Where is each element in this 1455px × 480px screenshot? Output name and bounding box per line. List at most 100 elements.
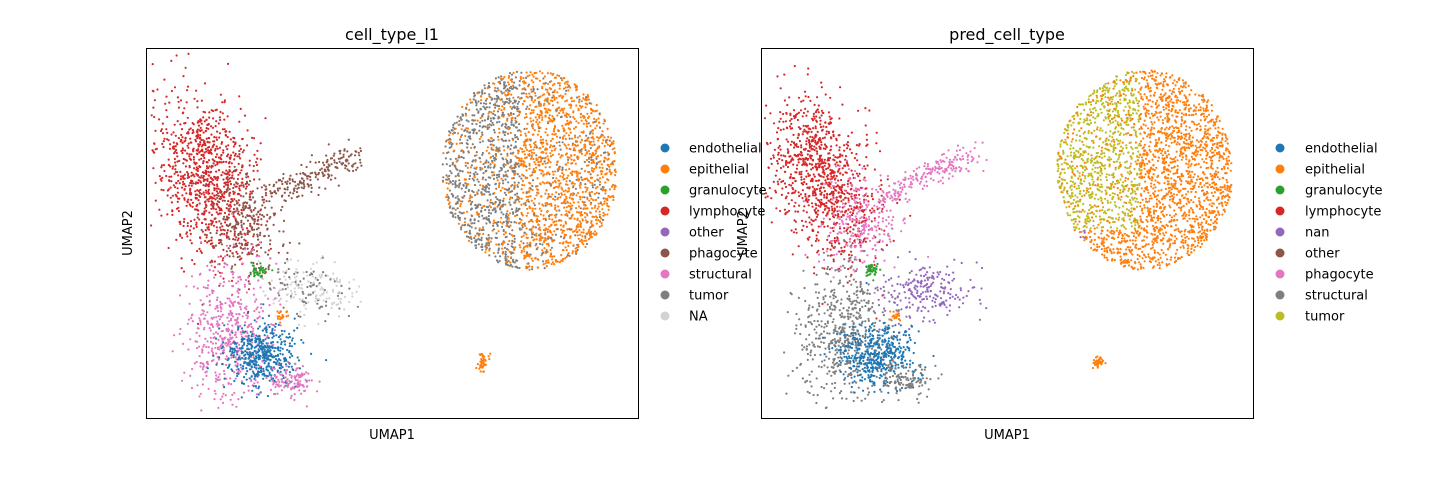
scatter-point [537, 223, 540, 227]
scatter-point [289, 258, 292, 261]
scatter-point [305, 302, 308, 305]
scatter-point [569, 208, 572, 211]
scatter-point [595, 222, 598, 225]
scatter-point [251, 252, 254, 256]
scatter-point [466, 224, 470, 227]
scatter-point [564, 199, 567, 202]
scatter-point [286, 188, 289, 191]
scatter-point [233, 203, 236, 206]
scatter-point [603, 160, 606, 163]
scatter-point [590, 197, 593, 200]
scatter-point [541, 260, 545, 263]
scatter-point [252, 208, 255, 212]
scatter-point [471, 101, 474, 104]
scatter-point [218, 146, 222, 149]
scatter-point [553, 126, 557, 129]
scatter-point [508, 198, 511, 201]
scatter-point [222, 352, 225, 355]
scatter-point [269, 358, 272, 361]
scatter-point [569, 120, 572, 123]
scatter-point [245, 176, 248, 179]
scatter-point [230, 176, 233, 179]
scatter-point [221, 225, 224, 228]
scatter-point [547, 214, 551, 218]
scatter-point [285, 300, 288, 303]
scatter-point [250, 322, 253, 325]
scatter-point [228, 320, 231, 323]
scatter-point [590, 190, 594, 193]
scatter-point [198, 176, 201, 179]
scatter-point [208, 192, 211, 195]
scatter-point [570, 100, 574, 103]
scatter-point [567, 113, 570, 116]
scatter-point [286, 258, 289, 261]
scatter-point [228, 297, 231, 300]
scatter-point [567, 123, 570, 126]
scatter-point [239, 278, 243, 281]
scatter-point [463, 221, 466, 224]
scatter-point [493, 228, 496, 231]
scatter-point [199, 126, 202, 129]
scatter-point [255, 367, 258, 370]
scatter-point [319, 288, 322, 291]
scatter-point [472, 98, 475, 101]
scatter-point [533, 146, 536, 149]
scatter-point [501, 252, 504, 255]
scatter-point [196, 208, 199, 211]
scatter-point [223, 372, 226, 376]
scatter-point [511, 211, 515, 214]
scatter-point [535, 166, 538, 169]
scatter-point [444, 157, 447, 160]
scatter-point [501, 179, 504, 182]
scatter-point [596, 147, 599, 150]
scatter-point [225, 160, 228, 163]
scatter-point [510, 144, 513, 147]
scatter-point [166, 189, 169, 192]
scatter-point [570, 172, 573, 175]
scatter-point [342, 155, 345, 158]
scatter-point [482, 232, 485, 236]
scatter-point [309, 172, 312, 175]
scatter-point [493, 131, 496, 134]
scatter-point [526, 96, 530, 99]
scatter-point [551, 133, 554, 136]
scatter-point [186, 116, 189, 119]
scatter-point [528, 167, 531, 170]
scatter-point [513, 181, 516, 184]
scatter-point [303, 324, 306, 328]
scatter-point [574, 187, 578, 190]
scatter-point [579, 116, 582, 119]
scatter-point [237, 287, 240, 290]
scatter-point [205, 137, 208, 140]
scatter-point [196, 106, 199, 109]
scatter-point [492, 224, 495, 227]
scatter-point [494, 114, 497, 117]
scatter-point [597, 146, 601, 149]
scatter-point [476, 178, 479, 181]
scatter-point [454, 196, 457, 199]
scatter-point [340, 284, 343, 287]
scatter-point [507, 214, 510, 217]
scatter-point [216, 332, 220, 335]
scatter-point [494, 207, 497, 210]
scatter-point [194, 196, 197, 199]
scatter-point [238, 193, 241, 196]
scatter-point [355, 290, 358, 293]
scatter-point [452, 179, 455, 183]
scatter-point [226, 316, 229, 319]
scatter-point [229, 377, 232, 380]
scatter-point [192, 227, 195, 230]
scatter-point [222, 369, 226, 373]
scatter-point [226, 203, 229, 206]
scatter-point [455, 160, 458, 163]
scatter-point [601, 203, 604, 206]
scatter-point [489, 166, 492, 169]
scatter-point [242, 184, 245, 187]
scatter-point [232, 215, 235, 218]
scatter-point [551, 153, 554, 157]
scatter-point [180, 257, 183, 260]
scatter-point [324, 274, 327, 277]
scatter-point [475, 244, 478, 247]
scatter-point [494, 196, 498, 199]
scatter-point [233, 230, 236, 233]
